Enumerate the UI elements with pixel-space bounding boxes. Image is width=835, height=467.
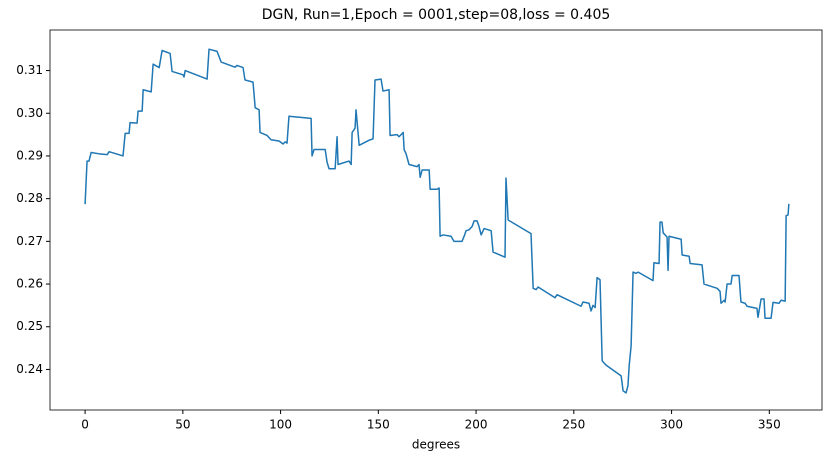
x-tick-label: 150 [367, 418, 390, 432]
y-tick-label: 0.29 [16, 148, 43, 162]
chart-title: DGN, Run=1,Epoch = 0001,step=08,loss = 0… [262, 7, 611, 23]
x-tick-label: 50 [175, 418, 190, 432]
y-tick-label: 0.26 [16, 277, 43, 291]
y-tick-label: 0.25 [16, 319, 43, 333]
y-tick-label: 0.30 [16, 106, 43, 120]
data-line [84, 48, 790, 394]
x-tick-label: 100 [269, 418, 292, 432]
y-tick-label: 0.24 [16, 362, 43, 376]
plot-frame [49, 29, 823, 411]
x-tick-label: 350 [758, 418, 781, 432]
x-tick-label: 250 [562, 418, 585, 432]
x-tick-label: 200 [465, 418, 488, 432]
x-tick-label: 0 [81, 418, 89, 432]
y-tick-label: 0.27 [16, 234, 43, 248]
y-tick-label: 0.31 [16, 63, 43, 77]
y-tick-label: 0.28 [16, 191, 43, 205]
x-axis-label: degrees [412, 438, 460, 452]
x-tick-label: 300 [660, 418, 683, 432]
